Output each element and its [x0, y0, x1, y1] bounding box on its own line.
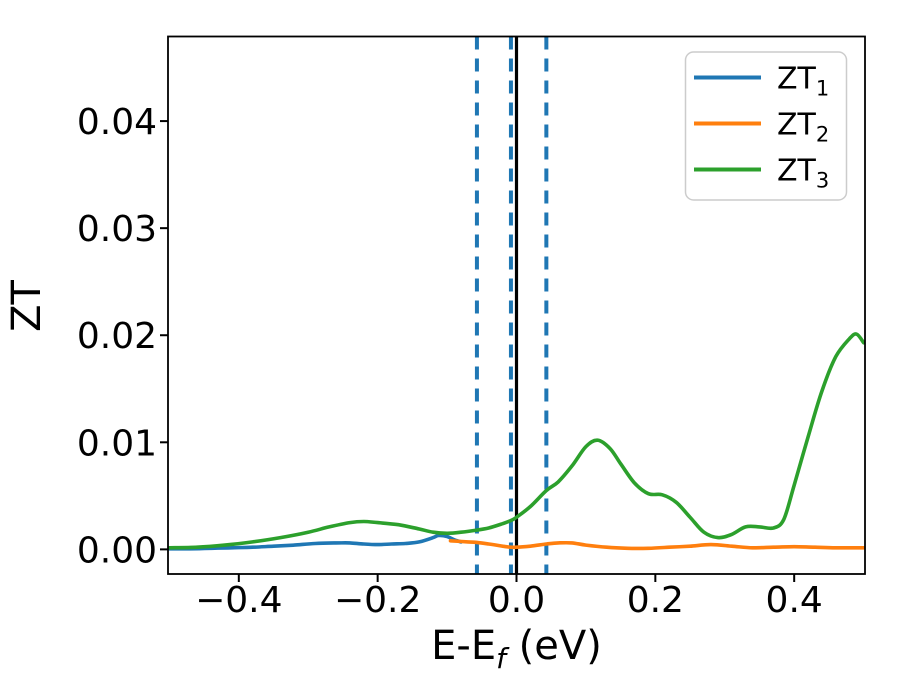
x-tick-label: 0.4 [766, 580, 823, 621]
x-tick-label: 0.2 [627, 580, 684, 621]
y-tick-label: 0.02 [77, 316, 157, 357]
legend-box [684, 51, 848, 201]
legend-label-ZT3: ZT3 [777, 154, 829, 193]
series-ZT3-curve [167, 332, 866, 550]
x-tick-label: −0.2 [334, 580, 421, 621]
y-axis-label: ZT [4, 280, 50, 332]
y-tick-label: 0.00 [77, 530, 157, 571]
x-axis-label: E-Ef (eV) [431, 623, 602, 675]
legend-label-ZT2: ZT2 [777, 108, 829, 147]
y-tick-label: 0.04 [77, 102, 157, 143]
legend-label-ZT1: ZT1 [777, 62, 829, 101]
series-ZT1-curve [167, 533, 463, 551]
x-tick-label: 0.0 [488, 580, 545, 621]
y-tick-label: 0.01 [77, 423, 157, 464]
y-tick-label: 0.03 [77, 209, 157, 250]
series-ZT2-curve [448, 539, 866, 551]
x-tick-label: −0.4 [195, 580, 282, 621]
